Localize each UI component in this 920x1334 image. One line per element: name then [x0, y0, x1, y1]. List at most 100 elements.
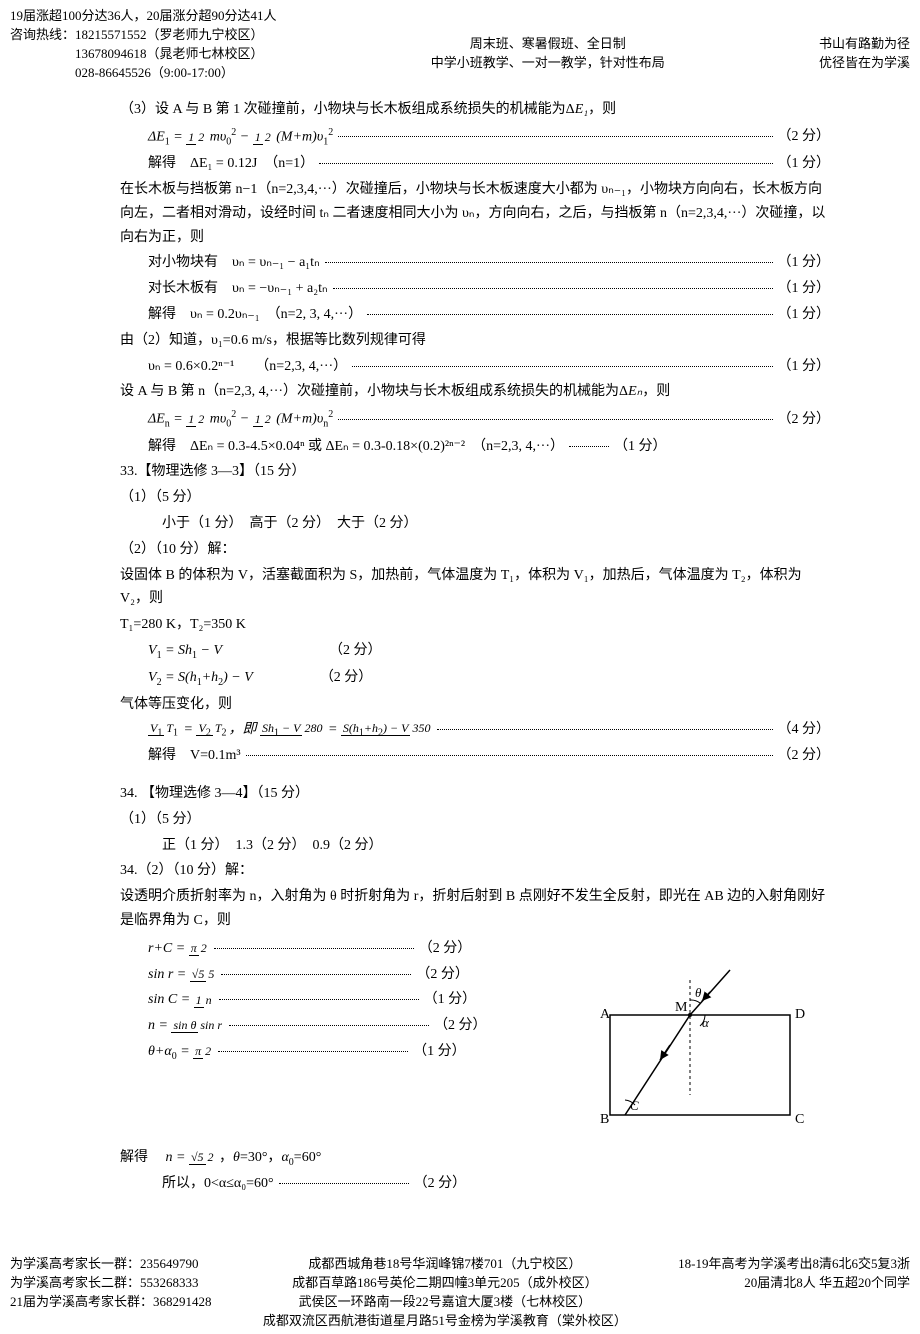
dotted-fill — [218, 1037, 408, 1052]
score: （2 分） — [434, 1014, 487, 1038]
equation: V2 = S(h1+h2) − V — [148, 670, 253, 685]
dotted-fill — [319, 149, 772, 164]
equation-row: V2 = S(h1+h2) − V （2 分） — [120, 666, 830, 691]
label-C-angle: C — [630, 1098, 639, 1113]
score: （1 分） — [413, 1040, 466, 1064]
text: （3）设 A 与 B 第 1 次碰撞前，小物块与长木板组成系统损失的机械能为Δ — [120, 102, 575, 117]
solve-row: 解得 n = √52 ，θ=30°，α0=60° — [120, 1146, 830, 1171]
label-A: A — [600, 1007, 611, 1022]
diagram-section: r+C = π2 （2 分） sin r = √55 （2 分） sin C =… — [120, 935, 830, 1144]
footer-text: 成都双流区西航港街道星月路51号金榜为学溪教育（棠外校区） — [263, 1310, 627, 1329]
dotted-fill — [229, 1011, 429, 1026]
dotted-fill — [325, 248, 773, 263]
equation: V1 = Sh1 − V — [148, 643, 222, 658]
equation-row: n = sin θsin r （2 分） — [120, 1014, 580, 1038]
dotted-fill — [219, 985, 419, 1000]
footer-text: 为学溪高考家长二群：553268333 — [10, 1272, 212, 1291]
equation-row: 解得 ΔEₙ = 0.3-4.5×0.04ⁿ 或 ΔEₙ = 0.3-0.18×… — [120, 435, 830, 459]
footer-text: 18-19年高考为学溪考出8清6北6交5复3浙 — [678, 1253, 910, 1272]
paragraph: 气体等压变化，则 — [120, 693, 830, 717]
footer-right: 18-19年高考为学溪考出8清6北6交5复3浙 20届清北8人 华五超20个同学 — [678, 1253, 910, 1329]
text: 解得 — [120, 1150, 162, 1165]
equation: sin r = √55 — [148, 963, 216, 987]
score: （2 分） — [320, 670, 373, 685]
score: （2 分） — [329, 643, 382, 658]
equation-row: V1T1 = V2T2，即 Sh1 − V280 = S(h1+h2) − V3… — [120, 718, 830, 742]
equation: sin C = 1n — [148, 988, 214, 1012]
equation: V1T1 = V2T2，即 Sh1 − V280 = S(h1+h2) − V3… — [148, 718, 432, 742]
footer-text: 成都西城角巷18号华润峰锦7楼701（九宁校区） — [263, 1253, 627, 1272]
text: υₙ = 0.6×0.2ⁿ⁻¹ （n=2,3, 4,···） — [148, 355, 347, 379]
q34-title: 34. 【物理选修 3—4】（15 分） — [120, 782, 830, 806]
label-theta: θ — [695, 985, 702, 1000]
footer-center: 成都西城角巷18号华润峰锦7楼701（九宁校区） 成都百草路186号英伦二期四幢… — [263, 1253, 627, 1329]
score: （4 分） — [778, 718, 831, 742]
equation-row: 对小物块有 υₙ = υₙ₋₁ − a₁tₙ （1 分） — [120, 251, 830, 275]
dotted-fill — [214, 934, 414, 949]
equation-row: sin C = 1n （1 分） — [120, 988, 580, 1012]
score: （1 分） — [424, 988, 477, 1012]
q32-p3-intro: （3）设 A 与 B 第 1 次碰撞前，小物块与长木板组成系统损失的机械能为ΔE… — [120, 98, 830, 122]
text: 解得 ΔE₁ = 0.12J （n=1） — [148, 152, 314, 176]
page-header: 19届涨超100分达36人，20届涨分超90分达41人 咨询热线：1821557… — [0, 0, 920, 86]
footer-text: 武侯区一环路南一段22号嘉谊大厦3楼（七林校区） — [263, 1291, 627, 1310]
equations-column: r+C = π2 （2 分） sin r = √55 （2 分） sin C =… — [120, 935, 580, 1067]
equation-row: sin r = √55 （2 分） — [120, 963, 580, 987]
label-alpha: α — [702, 1015, 710, 1030]
equation: ΔEn = 12 mυ02 − 12 (M+m)υn2 — [148, 406, 333, 432]
header-text: 028-86645526（9:00-17:00） — [10, 62, 277, 81]
dotted-fill — [367, 300, 772, 315]
footer-text: 20届清北8人 华五超20个同学 — [678, 1272, 910, 1291]
text: 解得 ΔEₙ = 0.3-4.5×0.04ⁿ 或 ΔEₙ = 0.3-0.18×… — [148, 435, 564, 459]
score: （1 分） — [614, 435, 667, 459]
text: Eₙ — [628, 384, 642, 399]
equation-row: υₙ = 0.6×0.2ⁿ⁻¹ （n=2,3, 4,···） （1 分） — [120, 355, 830, 379]
equation: n = √52 — [166, 1150, 216, 1165]
text: ，则 — [642, 384, 670, 399]
equation-row: 所以，0<α≤α₀=60° （2 分） — [120, 1172, 830, 1196]
dotted-fill — [437, 715, 772, 730]
score: （1 分） — [778, 277, 831, 301]
text: 解得 V=0.1m³ — [148, 744, 241, 768]
q33-title: 33.【物理选修 3—3】（15 分） — [120, 460, 830, 484]
text: 对长木板有 υₙ = −υₙ₋₁ + a₂tₙ — [148, 277, 328, 301]
header-text: 13678094618（晁老师七林校区） — [10, 43, 277, 62]
score: （1 分） — [778, 251, 831, 275]
refraction-diagram: A D B C M θ α — [580, 935, 830, 1144]
dotted-fill — [338, 122, 772, 137]
equation-row: r+C = π2 （2 分） — [120, 937, 580, 961]
text: 设 A 与 B 第 n（n=2,3, 4,···）次碰撞前，小物块与长木板组成系… — [120, 384, 628, 399]
dotted-fill — [333, 274, 773, 289]
text: ，则 — [588, 102, 616, 117]
header-center: 周末班、寒暑假班、全日制 中学小班教学、一对一教学，针对性布局 — [431, 33, 665, 81]
header-right: 书山有路勤为径 优径皆在为学溪 — [819, 33, 910, 81]
text: 所以，0<α≤α₀=60° — [162, 1172, 274, 1196]
equation: ΔE1 = 12 mυ02 − 12 (M+m)υ12 — [148, 124, 333, 150]
score: （2 分） — [416, 963, 469, 987]
q33-p1-ans: 小于（1 分） 高于（2 分） 大于（2 分） — [120, 512, 830, 536]
text: 对小物块有 υₙ = υₙ₋₁ − a₁tₙ — [148, 251, 320, 275]
score: （1 分） — [778, 303, 831, 327]
equation-row: 解得 υₙ = 0.2υₙ₋₁ （n=2, 3, 4,···） （1 分） — [120, 303, 830, 327]
header-text: 书山有路勤为径 — [819, 33, 910, 52]
equation-row: V1 = Sh1 − V （2 分） — [120, 639, 830, 664]
header-text: 中学小班教学、一对一教学，针对性布局 — [431, 52, 665, 71]
paragraph: 设固体 B 的体积为 V，活塞截面积为 S，加热前，气体温度为 T₁，体积为 V… — [120, 564, 830, 612]
paragraph: 在长木板与挡板第 n−1（n=2,3,4,···）次碰撞后，小物块与长木板速度大… — [120, 178, 830, 249]
score: （2 分） — [778, 744, 831, 768]
equation-row: 对长木板有 υₙ = −υₙ₋₁ + a₂tₙ （1 分） — [120, 277, 830, 301]
equation-row: θ+α0 = π2 （1 分） — [120, 1040, 580, 1065]
text: ，θ=30°，α0=60° — [219, 1150, 321, 1165]
equation-row: ΔEn = 12 mυ02 − 12 (M+m)υn2 （2 分） — [120, 406, 830, 432]
q34-p2: 34.（2）（10 分）解： — [120, 859, 830, 883]
paragraph: 由（2）知道，υ₁=0.6 m/s，根据等比数列规律可得 — [120, 329, 830, 353]
equation-row: 解得 V=0.1m³ （2 分） — [120, 744, 830, 768]
score: （1 分） — [778, 152, 831, 176]
dotted-fill — [352, 352, 772, 367]
equation: n = sin θsin r — [148, 1014, 224, 1038]
diagram-svg: A D B C M θ α — [580, 965, 810, 1135]
text: 解得 υₙ = 0.2υₙ₋₁ （n=2, 3, 4,···） — [148, 303, 362, 327]
q33-p1: （1）（5 分） — [120, 486, 830, 510]
text: E₁ — [575, 102, 588, 117]
label-D: D — [795, 1007, 805, 1022]
